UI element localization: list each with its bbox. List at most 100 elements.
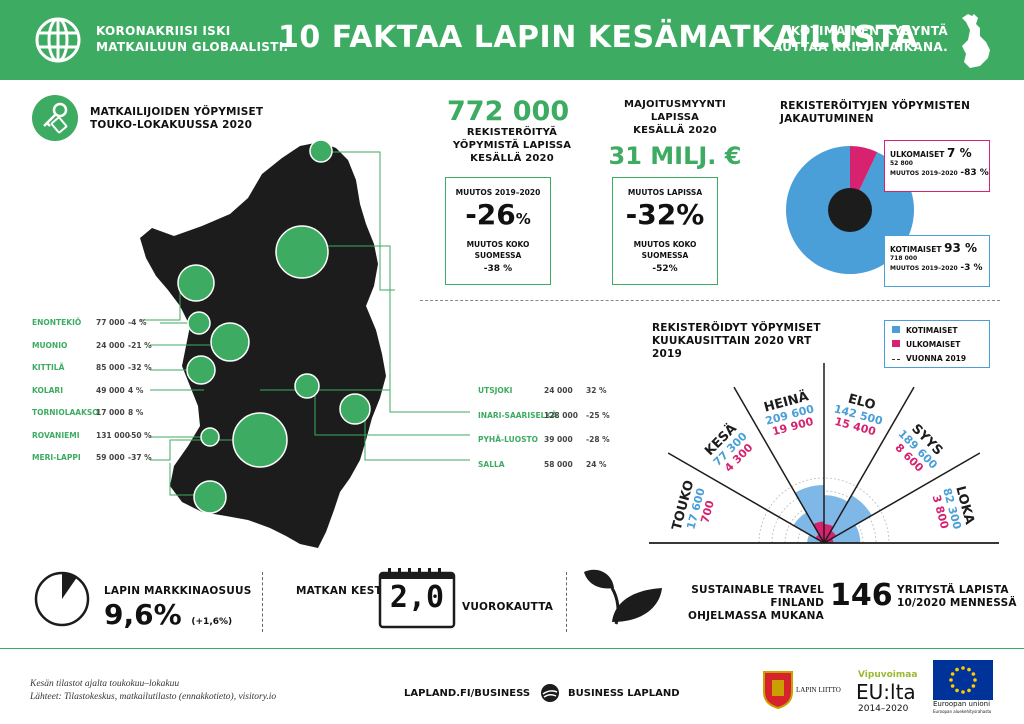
destination-change: 8 % — [128, 408, 144, 417]
sector-separator — [823, 452, 981, 544]
destination-change: -50 % — [128, 430, 152, 440]
lapin-liitto-crest-icon — [763, 671, 793, 710]
market-share-label: LAPIN MARKKINAOSUUS — [104, 585, 252, 597]
destination-value: 59 000 — [96, 453, 125, 462]
destination-name: MUONIO — [32, 340, 68, 350]
website-link[interactable]: LAPLAND.FI/BUSINESS — [404, 688, 531, 699]
eu-star — [950, 684, 955, 688]
finland-map-icon — [962, 14, 990, 68]
stat2-box-sub: MUUTOS KOKO SUOMESSA -52% — [633, 240, 697, 274]
stat2-caption: MAJOITUSMYYNTI LAPISSA KESÄLLÄ 2020 — [624, 99, 726, 136]
stat2-change-box — [612, 177, 718, 285]
divider-2 — [566, 572, 567, 632]
destination-name: KOLARI — [32, 385, 63, 395]
foreign-info: ULKOMAISET 7 % 52 800 MUUTOS 2019–2020 -… — [890, 146, 989, 178]
bar-foreign-4 — [824, 530, 837, 543]
header-banner: KORONAKRIISI ISKI MATKAILUUN GLOBAALISTI… — [0, 0, 1024, 80]
vipuvoimaa-text: Vipuvoimaa — [858, 670, 918, 680]
monthly-chart-title-line: KUUKAUSITTAIN 2020 VRT 2019 — [652, 335, 812, 360]
legend-item-foreign: ULKOMAISET — [892, 340, 960, 350]
eu-star — [967, 667, 971, 672]
eu-star — [950, 672, 955, 676]
destination-change: -37 % — [128, 453, 152, 462]
sector-separator — [667, 452, 825, 544]
eu-star — [967, 688, 971, 693]
distribution-donut — [786, 146, 914, 274]
destination-change: -28 % — [586, 435, 610, 444]
domestic-info: KOTIMAISET 93 % 718 000 MUUTOS 2019–2020… — [890, 241, 983, 273]
legend-item-2019: VUONNA 2019 — [892, 354, 966, 364]
eulta-text: EU:lta — [856, 680, 916, 704]
destination-name: SALLA — [478, 459, 505, 469]
destination-name: INARI-SAARISELKÄ — [478, 410, 558, 420]
trip-length-unit: VUOROKAUTTA — [462, 601, 554, 613]
destination-value: 77 000 — [96, 318, 125, 327]
destination-change: 24 % — [586, 459, 607, 469]
stat1-change-box — [445, 177, 551, 285]
destination-value: 58 000 — [544, 459, 573, 469]
destination-value: 49 000 — [96, 385, 125, 395]
map-heading: MATKAILIJOIDEN YÖPYMISET TOUKO-LOKAKUUSS… — [90, 106, 264, 131]
stat1-big: 772 000 — [447, 96, 570, 127]
destination-value: 85 000 — [96, 363, 125, 372]
month-label: ELO — [846, 392, 877, 414]
eu-star — [955, 688, 959, 693]
market-share-pie — [34, 571, 90, 627]
destination-change: -32 % — [128, 363, 152, 372]
globe-icon — [35, 17, 81, 63]
stat1-caption: REKISTERÖITYÄ YÖPYMISTÄ LAPISSA KESÄLLÄ … — [452, 127, 572, 164]
lapin-liitto-name: LAPIN LIITTO — [796, 686, 841, 694]
header-tagline-left: KORONAKRIISI ISKI MATKAILUUN GLOBAALISTI… — [96, 24, 289, 54]
footer-divider — [0, 648, 1024, 649]
chart-legend — [884, 320, 990, 368]
stat2-box-big: -32% — [625, 198, 705, 231]
calendar-icon — [378, 568, 456, 629]
stf-number: 146 — [830, 578, 893, 613]
eu-star — [971, 672, 976, 676]
monthly-chart-title-line: REKISTERÖIDYT YÖPYMISET — [652, 322, 821, 334]
sources-text: Kesän tilastot ajalta toukokuu–lokakuu L… — [30, 679, 277, 702]
foreign-box — [884, 140, 990, 192]
destination-name: MERI-LAPPI — [32, 453, 81, 462]
bar-foreign-1 — [815, 534, 824, 543]
header-tagline-right: KOTIMAINEN KYSYNTÄ AUTTAA KRIISIN AIKANA… — [773, 24, 948, 54]
value-label-foreign: 700 — [698, 499, 717, 525]
destination-name: ENONTEKIÖ — [32, 318, 82, 327]
destination-change: 4 % — [128, 385, 144, 395]
business-lapland-logo-icon — [541, 684, 559, 702]
market-share-wedge — [62, 573, 77, 599]
key-icon-badge — [32, 95, 78, 141]
eu-flag-icon — [933, 660, 993, 700]
destination-value: 24 000 — [96, 340, 125, 350]
destination-name: TORNIOLAAKSO — [32, 408, 99, 417]
section-divider — [420, 300, 1000, 301]
years-text: 2014–2020 — [858, 704, 909, 714]
destination-change: -21 % — [128, 340, 152, 350]
eu-star — [949, 678, 953, 682]
market-share-value: 9,6% (+1,6%) — [104, 598, 233, 631]
destination-name: PYHÄ-LUOSTO — [478, 435, 538, 444]
eu-star — [955, 667, 959, 672]
divider-1 — [262, 572, 263, 632]
destination-value: 39 000 — [544, 435, 573, 444]
destination-change: 32 % — [586, 386, 607, 395]
stat1-box-sub: MUUTOS KOKO SUOMESSA -38 % — [466, 240, 530, 274]
bar-domestic-1 — [793, 512, 824, 543]
destination-name: UTSJOKI — [478, 386, 513, 395]
legend-item-domestic: KOTIMAISET — [892, 326, 957, 336]
distribution-heading: REKISTERÖITYJEN YÖPYMISTEN JAKAUTUMINEN — [780, 100, 971, 125]
sector-separator — [823, 386, 915, 544]
page-title: 10 FAKTAA LAPIN KESÄMATKAILUSTA — [278, 20, 919, 55]
leaf-icon — [584, 569, 662, 625]
destination-value: 17 000 — [96, 408, 125, 417]
stat2-box-label: MUUTOS LAPISSA — [627, 188, 703, 197]
destination-name: KITTILÄ — [32, 363, 65, 372]
stf-label-2: YRITYSTÄ LAPISTA 10/2020 MENNESSÄ — [897, 584, 1017, 609]
business-lapland-name: BUSINESS LAPLAND — [568, 688, 680, 699]
